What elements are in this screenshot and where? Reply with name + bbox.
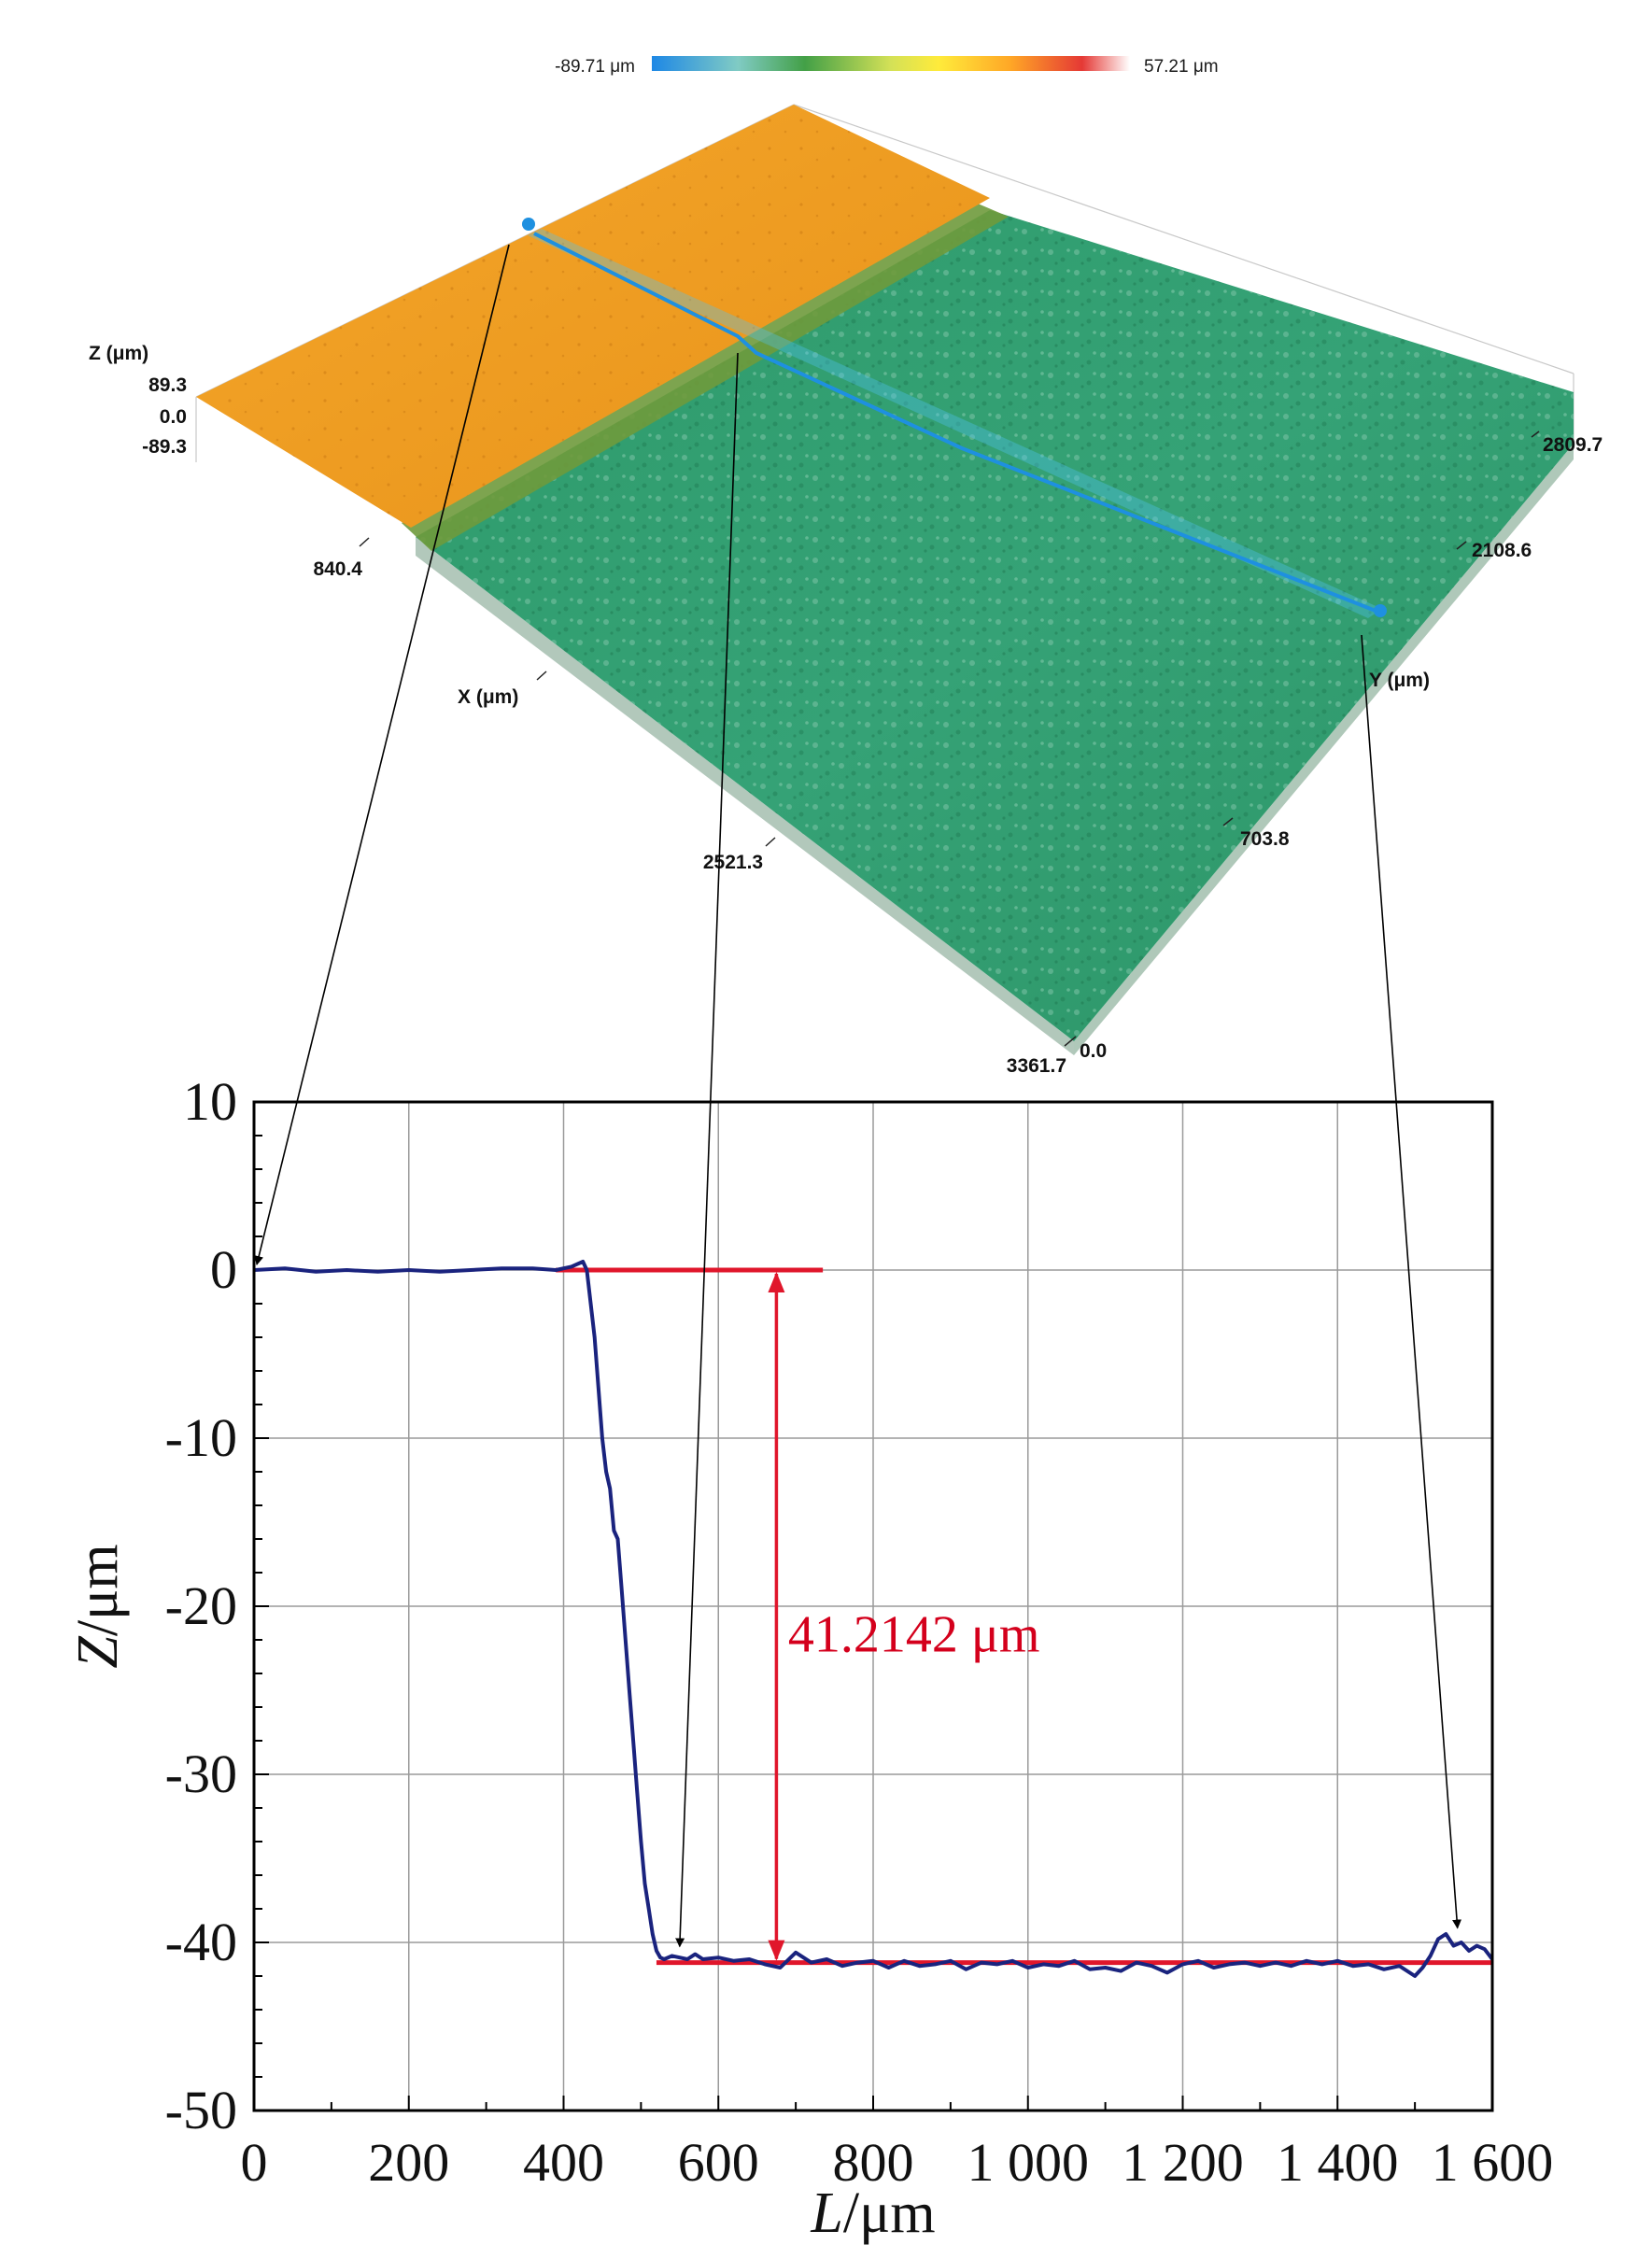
x-axis-title: L/μm [810,2181,935,2245]
x-tick-label: 400 [523,2132,604,2193]
x-tick-label: 1 000 [967,2132,1090,2193]
x-tick-label: 1 400 [1277,2132,1399,2193]
y-tick-label: -30 [165,1744,237,1804]
x-tick-840: 840.4 [313,558,362,580]
colorbar-min-label: -89.71 μm [555,57,635,77]
scan-line [533,232,1381,614]
x-axis-title-symbol: L [810,2181,842,2245]
leader-arrow [1361,634,1462,1929]
x-tick-label: 1 600 [1432,2132,1554,2193]
y-tick-label: -50 [165,2080,237,2140]
x-tick-label: 600 [678,2132,759,2193]
y-axis-title: Y (μm) [1369,670,1430,691]
y-axis-title-unit: /μm [66,1544,130,1636]
z-tick-bottom: -89.3 [142,436,187,458]
profile-line [254,1260,1492,1978]
x-tick-3361: 3361.7 [1007,1055,1066,1077]
y-tick-label: -40 [165,1912,237,1972]
x-axis-title-unit: /μm [843,2181,936,2245]
scan-band [528,229,1382,618]
y-tick-label: 0 [210,1239,237,1300]
profile-chart: 0 200 400 600 800 1 000 1 200 1 400 1 600 10 0 -10… [66,1071,1553,2245]
y-tick-2809: 2809.7 [1543,434,1603,456]
x-tick-label: 800 [833,2132,914,2193]
z-axis-title: Z (μm) [89,343,148,364]
y-tick-703: 703.8 [1240,828,1290,850]
x-tick-label: 200 [368,2132,449,2193]
y-tick-label: -20 [165,1575,237,1636]
x-axis-title: X (μm) [458,686,518,708]
colorbar-max-label: 57.21 μm [1144,57,1219,77]
z-tick-top: 89.3 [148,374,187,396]
profile-series [254,1260,1492,1978]
plot-frame [252,1100,1494,2112]
surface-front-wall [416,537,1074,1055]
y-tick-label: 10 [183,1071,237,1132]
scan-start-marker [522,218,535,231]
surface-3d: Z (μm) 89.3 0.0 -89.3 840.4 X (μm) 2521.… [89,104,1603,1077]
x-tick-2521: 2521.3 [703,852,763,873]
step-height-annotation: 41.2142 μm [788,1606,1040,1664]
leader-arrow [675,352,739,1948]
y-tick-0: 0.0 [1080,1040,1107,1062]
lower-surface-texture [416,210,1574,1041]
leader-arrows [254,244,1462,1948]
leader-arrow [254,244,510,1265]
y-tick-2108: 2108.6 [1472,540,1532,561]
scan-end-marker [1374,604,1387,617]
surface-axis-ticks [359,431,1540,1047]
step-edge [402,201,1009,551]
y-tick-label: -10 [165,1407,237,1468]
x-tick-label: 1 200 [1122,2132,1244,2193]
colorbar-gradient [652,56,1130,71]
upper-surface-texture [196,105,990,528]
x-tick-label: 0 [241,2132,268,2193]
z-tick-mid: 0.0 [160,406,187,428]
x-tick-labels: 0 200 400 600 800 1 000 1 200 1 400 1 600 [241,2132,1554,2193]
y-tick-labels: 10 0 -10 -20 -30 -40 -50 [165,1071,237,2140]
y-axis-title: Z/μm [66,1544,130,1668]
colorbar: -89.71 μm 57.21 μm [555,56,1219,77]
y-axis-title-symbol: Z [66,1636,130,1669]
surface-right-wall [1074,444,1574,1055]
